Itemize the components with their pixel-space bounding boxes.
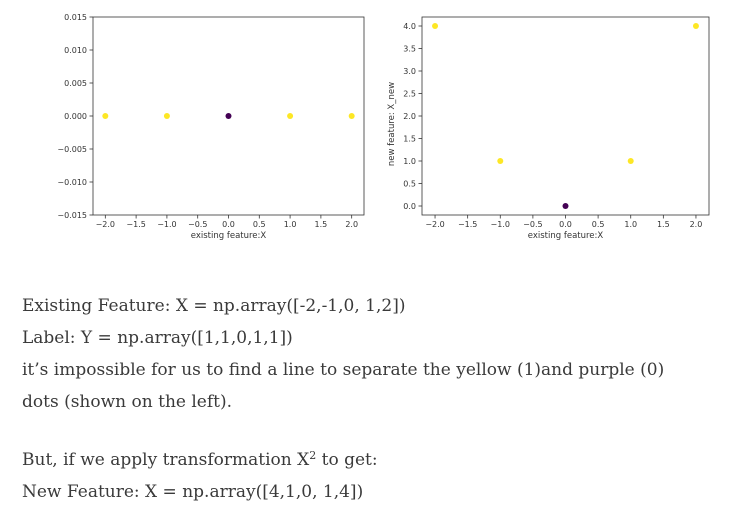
y-tick-label: 0.005 xyxy=(64,79,87,88)
yellow-data-point xyxy=(497,158,504,164)
purple-data-point xyxy=(225,113,232,119)
x-tick-label: −1.0 xyxy=(491,220,510,229)
y-tick-label: −0.010 xyxy=(57,178,87,187)
purple-data-point xyxy=(562,203,569,209)
x-tick-label: 1.5 xyxy=(657,220,670,229)
left-scatter-chart: −2.0 −1.5 −1.0 −0.5 0.0 0.5 1.0 1.5 2.0 0.015 0.01… xyxy=(57,13,365,241)
y-tick-label: 0.0 xyxy=(403,202,416,211)
new-feature-line: New Feature: X = np.array([4,1,0, 1,4]) xyxy=(22,482,364,502)
y-tick-label: 1.5 xyxy=(403,135,416,144)
y-tick-label: 2.0 xyxy=(403,112,416,121)
yellow-data-point xyxy=(348,113,355,119)
plot-frame xyxy=(421,16,710,216)
scatter-charts: −2.0 −1.5 −1.0 −0.5 0.0 0.5 1.0 1.5 2.00.0150.01… xyxy=(57,13,710,241)
x-tick-label: 0.0 xyxy=(559,220,572,229)
impossible-line: it’s impossible for us to find a line to… xyxy=(22,360,665,380)
y-tick-label: −0.015 xyxy=(57,211,87,220)
dots-line: dots (shown on the left). xyxy=(22,392,233,412)
yellow-data-point xyxy=(102,113,109,119)
y-tick-label: 0.000 xyxy=(64,112,87,121)
x-tick-label: −2.0 xyxy=(96,220,115,229)
yellow-data-point xyxy=(627,158,634,164)
right-scatter-chart: −2.0 −1.5 −1.0 −0.5 0.0 0.5 1.0 1.5 2.0 4.0 3.5 3.0… xyxy=(387,16,710,241)
x-tick-label: 2.0 xyxy=(345,220,358,229)
y-tick-label: 3.0 xyxy=(403,67,416,76)
existing-feature-line: Existing Feature: X = np.array([-2,-1,0,… xyxy=(22,296,406,316)
x-tick-label: 0.5 xyxy=(253,220,266,229)
transformation-line-end: to get: xyxy=(316,450,378,470)
transformation-line-start: But, if we apply transformation X xyxy=(22,450,310,470)
yellow-data-point xyxy=(163,113,170,119)
y-tick-label: 0.010 xyxy=(64,46,87,55)
y-tick-label: 0.015 xyxy=(64,13,87,22)
superscript-two: 2 xyxy=(309,449,317,462)
y-tick-label: 2.5 xyxy=(403,90,416,99)
x-tick-label: 1.0 xyxy=(624,220,637,229)
x-tick-label: −0.5 xyxy=(188,220,207,229)
x-tick-label: 0.5 xyxy=(592,220,605,229)
x-tick-label: 1.5 xyxy=(315,220,328,229)
y-tick-label: 3.5 xyxy=(403,45,416,54)
x-axis-label: existing feature:X xyxy=(528,231,604,241)
yellow-data-point xyxy=(287,113,294,119)
x-tick-label: 0.0 xyxy=(222,220,235,229)
x-tick-label: 2.0 xyxy=(690,220,703,229)
y-axis-label: new feature: X_new xyxy=(387,82,397,166)
y-tick-label: 1.0 xyxy=(403,157,416,166)
yellow-data-point xyxy=(432,23,439,29)
y-tick-label: −0.005 xyxy=(57,145,87,154)
label-line: Label: Y = np.array([1,1,0,1,1]) xyxy=(22,328,293,348)
x-tick-label: −1.5 xyxy=(126,220,145,229)
x-tick-label: −0.5 xyxy=(523,220,542,229)
y-tick-label: 4.0 xyxy=(403,22,416,31)
yellow-data-point xyxy=(692,23,699,29)
x-tick-label: −1.0 xyxy=(157,220,176,229)
x-tick-label: −1.5 xyxy=(458,220,477,229)
y-tick-label: 0.5 xyxy=(403,180,416,189)
x-axis-label: existing feature:X xyxy=(191,231,267,241)
explanation-text: Existing Feature: X = np.array([-2,-1,0,… xyxy=(22,290,712,508)
x-tick-label: −2.0 xyxy=(425,220,444,229)
x-tick-label: 1.0 xyxy=(284,220,297,229)
transformation-line: But, if we apply transformation X2 to ge… xyxy=(22,444,712,476)
